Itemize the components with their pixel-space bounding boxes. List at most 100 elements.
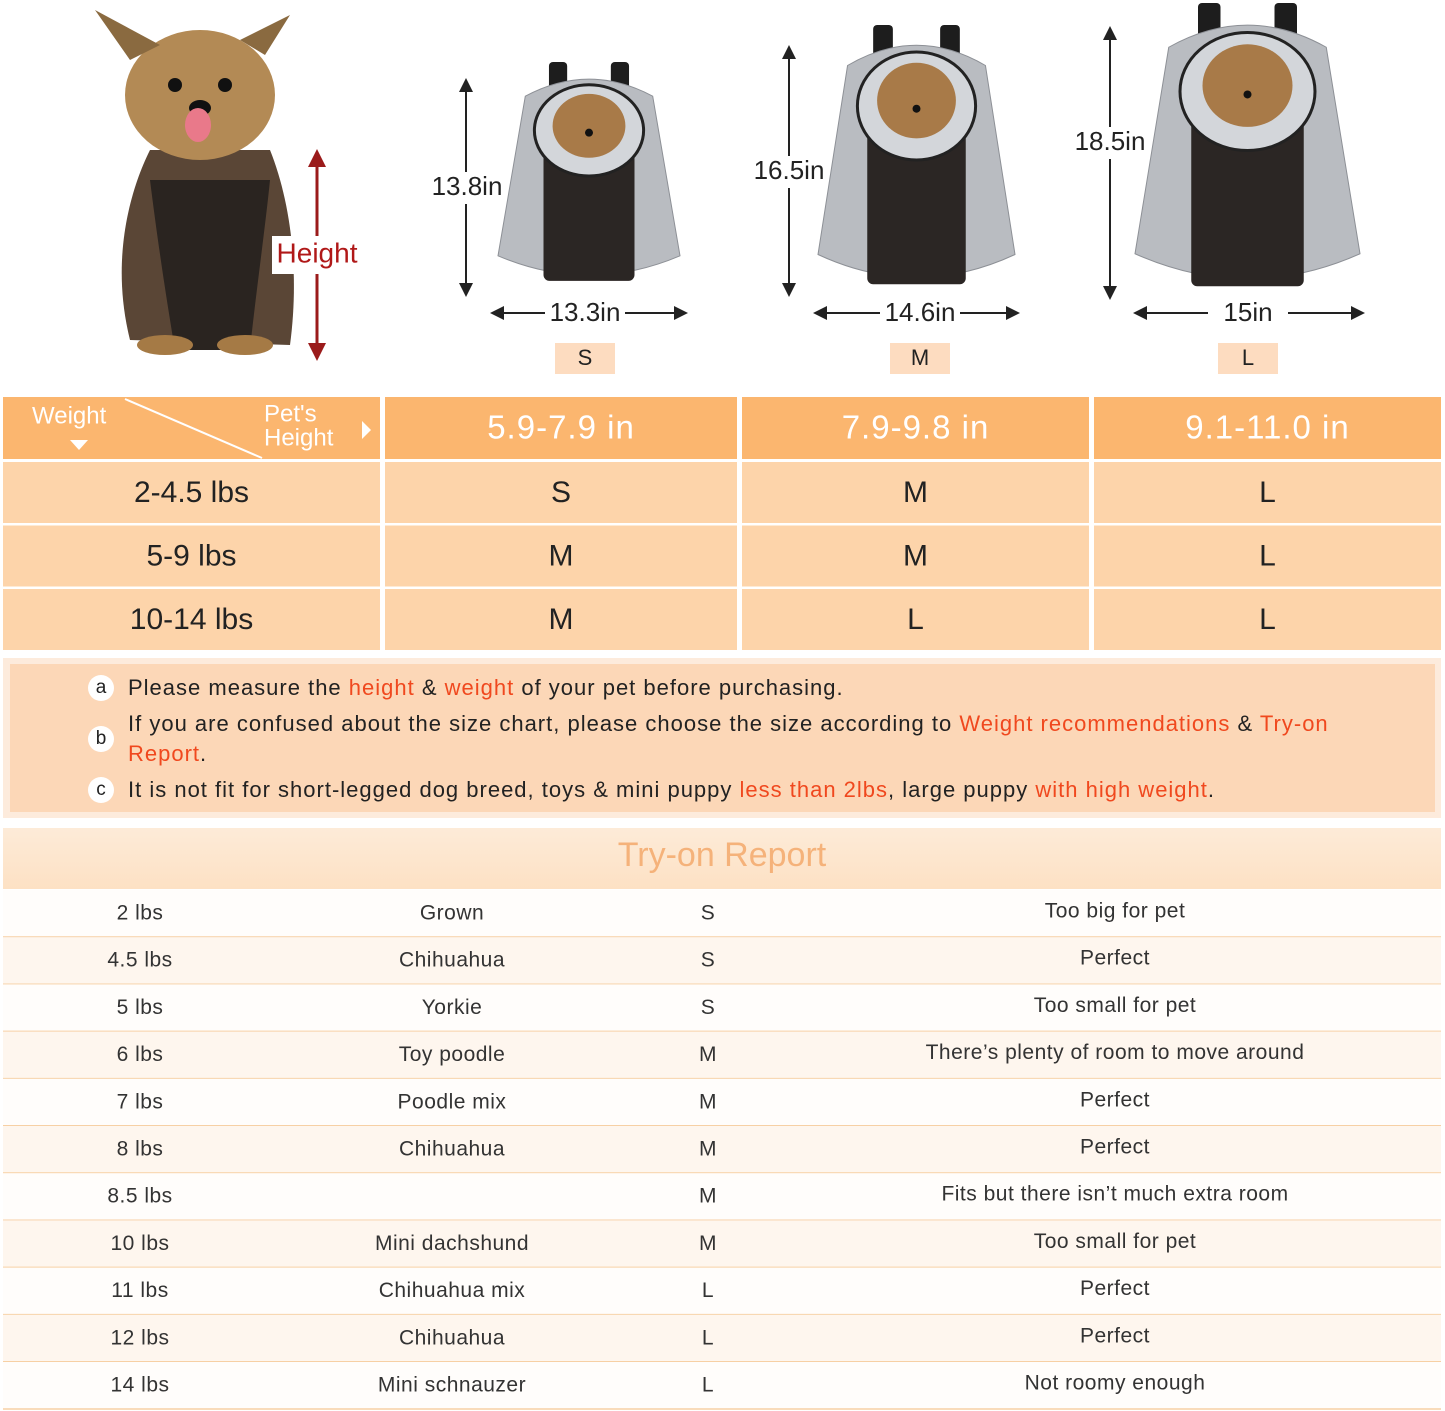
breed: Chihuahua (399, 1138, 505, 1161)
height-value: 13.8in (432, 171, 503, 201)
report-row (3, 984, 1441, 1032)
corner-height: Height (264, 424, 334, 451)
fit-comment: Not roomy enough (1025, 1372, 1206, 1395)
note-segment: Please measure the (128, 675, 349, 700)
fit-comment: Perfect (1080, 947, 1150, 970)
note: a Please measure the height & weight of y… (88, 673, 1418, 703)
table-cell (1094, 589, 1441, 650)
highlight: height (348, 675, 415, 700)
size: S (701, 996, 716, 1019)
pet-weight: 8.5 lbs (107, 1185, 172, 1208)
pet-weight: 5 lbs (117, 996, 164, 1019)
table-cell (3, 589, 380, 650)
highlight: Try-on Report (128, 711, 1329, 766)
backpack-illustration (497, 62, 681, 281)
column-header: 9.1-11.0 in (1185, 409, 1350, 446)
pet-weight: 8 lbs (117, 1138, 164, 1161)
report-row (3, 1126, 1441, 1173)
width-value: 15in (1223, 297, 1272, 327)
report-row (3, 1078, 1441, 1126)
backpack-illustration (817, 25, 1016, 285)
height-label: Height (277, 237, 358, 268)
recommended-size: L (1259, 603, 1276, 636)
breed: Grown (420, 902, 484, 925)
header-cell (1094, 397, 1441, 459)
note-segment: , large puppy (888, 777, 1036, 802)
size-badge (890, 343, 950, 374)
label-bg (751, 156, 827, 188)
size: M (699, 1138, 717, 1161)
note-segment: . (1207, 777, 1216, 802)
recommended-size: M (903, 539, 928, 572)
report-row (3, 890, 1441, 937)
report-title-band (3, 828, 1441, 889)
pet-weight: 4.5 lbs (107, 949, 172, 972)
size-badge (1218, 343, 1278, 374)
pet-weight: 14 lbs (110, 1374, 169, 1397)
highlight: Weight recommendations (959, 711, 1231, 736)
recommended-size: M (549, 603, 574, 636)
breed: Chihuahua (399, 1326, 505, 1349)
report-row (3, 1220, 1441, 1268)
corner-height: Pet's (264, 400, 317, 427)
pet-weight: 12 lbs (110, 1326, 169, 1349)
dog-head (877, 62, 956, 139)
mesh-panel (1191, 115, 1304, 287)
fit-comment: Perfect (1080, 1324, 1150, 1347)
breed: Toy poodle (399, 1043, 506, 1066)
pet-weight: 2 lbs (117, 902, 164, 925)
note-segment: It is not fit for short-legged dog breed… (128, 777, 740, 802)
pet-weight: 11 lbs (111, 1279, 168, 1302)
size-badge (555, 343, 615, 374)
size: M (699, 1043, 717, 1066)
size-label: S (578, 345, 593, 370)
recommended-size: L (1259, 476, 1276, 509)
fit-comment: There’s plenty of room to move around (926, 1041, 1305, 1064)
label-bg (545, 298, 625, 328)
recommended-size: M (903, 476, 928, 509)
mesh-panel (543, 148, 635, 281)
note-segment: . (200, 741, 208, 766)
height-value: 16.5in (754, 155, 825, 185)
label-bg (429, 172, 505, 204)
header-cell (742, 397, 1089, 459)
size-label: L (1242, 345, 1254, 370)
pet-weight: 6 lbs (117, 1043, 164, 1066)
corner-diagonal (124, 398, 263, 459)
size: L (702, 1326, 714, 1349)
size-label: M (911, 345, 929, 370)
table-cell (385, 525, 737, 587)
note-segment: & (1230, 711, 1260, 736)
table-cell (3, 525, 380, 587)
width-value: 13.3in (550, 297, 621, 327)
label-bg (880, 298, 960, 328)
dog-head (552, 93, 626, 158)
height-value: 18.5in (1075, 126, 1146, 156)
highlight: less than 2lbs (739, 777, 889, 802)
table-cell (3, 462, 380, 523)
height-label-bg (272, 236, 362, 274)
down-triangle (70, 440, 88, 450)
column-header: 5.9-7.9 in (487, 409, 635, 446)
breed: Chihuahua mix (379, 1279, 526, 1302)
fit-comment: Perfect (1080, 1277, 1150, 1300)
weight-range: 5-9 lbs (146, 539, 236, 572)
fit-comment: Perfect (1080, 1088, 1150, 1111)
notes-box (10, 664, 1435, 812)
table-cell (1094, 462, 1441, 523)
breed: Chihuahua (399, 949, 505, 972)
breed: Yorkie (422, 996, 483, 1019)
weight-range: 10-14 lbs (130, 603, 253, 636)
width-value: 14.6in (885, 297, 956, 327)
notes: a Please measure the height & weight of y… (88, 673, 1418, 811)
table-cell (742, 462, 1089, 523)
note-text: Please measure the height & weight of yo… (128, 673, 1368, 703)
mesh-panel (867, 127, 966, 285)
report-row (3, 1031, 1441, 1079)
header-cell (385, 397, 737, 459)
report-row (3, 1362, 1441, 1409)
size: S (701, 902, 716, 925)
note-segment: If you are confused about the size chart… (128, 711, 960, 736)
size: M (699, 1185, 717, 1208)
